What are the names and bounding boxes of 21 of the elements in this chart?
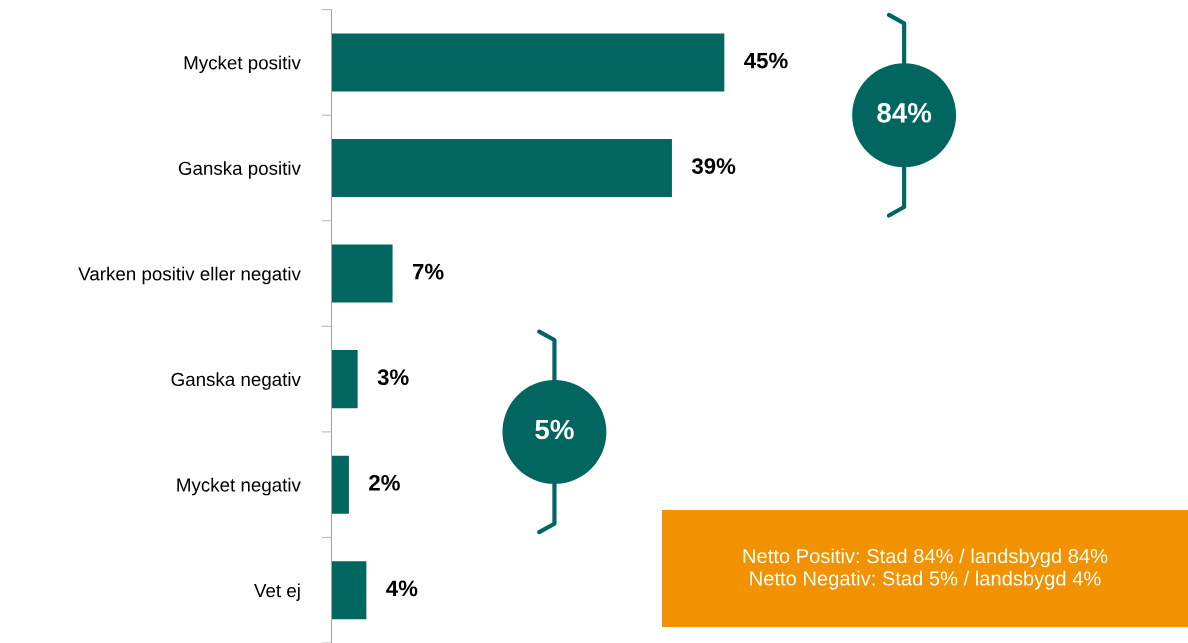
text: 84% xyxy=(877,102,932,123)
data-label: 39% xyxy=(691,158,736,174)
y-tick-label: Mycket negativ xyxy=(177,477,301,496)
y-tick-label: Ganska positiv xyxy=(178,161,301,179)
text: Netto Positiv: Stad 84% / landsbygd 84% Netto Negativ: Stad 5% / landsbygd 4% xyxy=(743,548,1108,590)
bar xyxy=(331,244,393,303)
data-label: 7% xyxy=(412,263,444,280)
bar xyxy=(331,350,358,409)
y-tick-label: Ganska negativ xyxy=(171,372,301,390)
bar xyxy=(331,33,725,92)
bar xyxy=(331,455,349,514)
data-label: 2% xyxy=(369,474,400,491)
data-label: 3% xyxy=(377,369,409,386)
y-tick-label: Vet ej xyxy=(254,583,300,601)
y-tick-label: Mycket positiv xyxy=(184,55,301,74)
bar xyxy=(331,561,367,620)
y-tick-label: Varken positiv eller negativ xyxy=(78,266,301,285)
bar xyxy=(331,138,672,198)
data-label: 45% xyxy=(744,52,788,69)
annotation: 5% xyxy=(535,419,574,440)
data-label: 4% xyxy=(386,580,418,597)
